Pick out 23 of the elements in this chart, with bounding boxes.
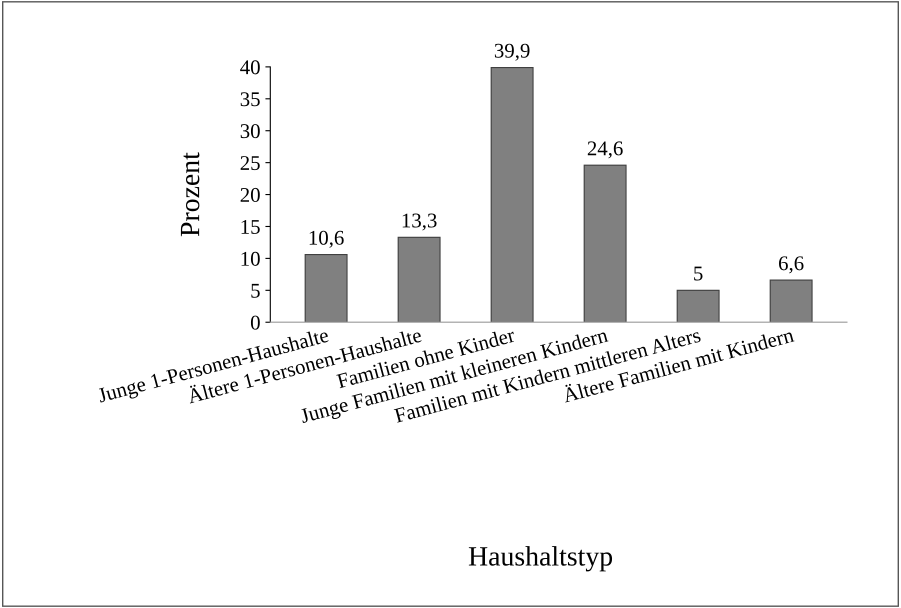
y-tick-label: 40 bbox=[240, 60, 260, 74]
data-label: 13,3 bbox=[402, 214, 437, 231]
bar bbox=[584, 164, 627, 322]
data-label: 10,6 bbox=[310, 230, 344, 248]
data-label: 39,9 bbox=[494, 44, 530, 61]
y-tick-label: 10 bbox=[242, 252, 260, 266]
y-tick-label: 20 bbox=[240, 188, 260, 202]
y-tick-label: 30 bbox=[240, 124, 260, 138]
y-tick-label: 5 bbox=[251, 284, 260, 298]
data-label: 5 bbox=[694, 266, 703, 281]
bar bbox=[770, 280, 813, 322]
bar bbox=[676, 290, 720, 322]
bar bbox=[398, 236, 441, 322]
bar bbox=[490, 66, 534, 322]
y-tick-label: 0 bbox=[250, 316, 260, 330]
data-label: 24,6 bbox=[588, 141, 623, 158]
bar bbox=[304, 254, 348, 322]
y-tick-label: 25 bbox=[240, 156, 260, 170]
data-label: 6,6 bbox=[779, 256, 804, 274]
x-axis-title: Haushaltstyp bbox=[468, 546, 612, 572]
y-tick-label: 15 bbox=[242, 220, 260, 234]
y-axis-title: Prozent bbox=[180, 152, 200, 236]
y-tick-label: 35 bbox=[240, 92, 260, 106]
